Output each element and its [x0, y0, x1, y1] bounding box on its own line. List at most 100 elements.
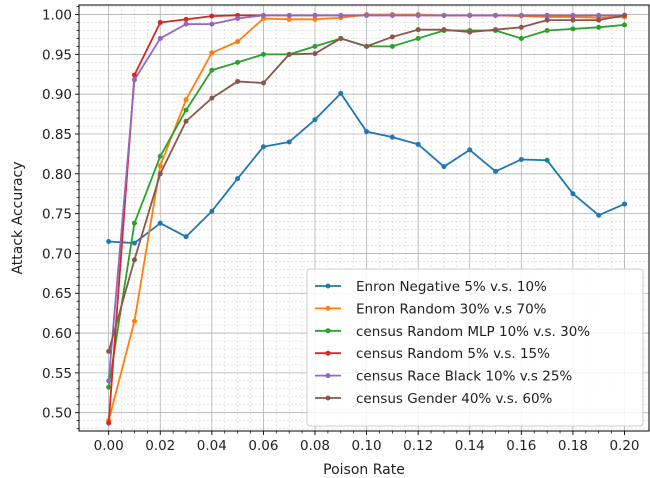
legend-label: census Race Black 10% v.s 25%	[356, 369, 572, 385]
data-point	[157, 20, 163, 26]
legend-label: Enron Negative 5% v.s. 10%	[356, 279, 547, 295]
legend-entry: Enron Random 30% v.s 70%	[315, 301, 547, 317]
data-point	[441, 27, 447, 33]
series-1	[106, 90, 627, 246]
data-point	[183, 107, 189, 113]
data-point	[183, 21, 189, 27]
x-tick-label: 0.14	[455, 438, 485, 454]
data-point	[389, 43, 395, 49]
data-point	[364, 129, 370, 135]
data-point	[312, 51, 318, 57]
data-point	[209, 208, 215, 214]
data-point	[596, 17, 602, 23]
y-axis-label: Attack Accuracy	[10, 161, 26, 274]
x-tick-label: 0.08	[300, 438, 330, 454]
y-tick-label: 0.65	[42, 286, 72, 302]
y-tick-label: 0.75	[42, 207, 72, 223]
data-point	[596, 24, 602, 30]
data-point	[106, 420, 112, 426]
data-point	[131, 240, 137, 246]
plot-area-frame	[78, 4, 650, 432]
data-point	[106, 384, 112, 390]
legend-swatch-marker	[325, 350, 331, 356]
data-point	[364, 43, 370, 49]
y-tick-label: 0.80	[42, 167, 72, 183]
legend-entry: census Race Black 10% v.s 25%	[315, 369, 572, 385]
data-point	[544, 12, 550, 18]
legend-swatch-marker	[325, 395, 331, 401]
data-point	[493, 27, 499, 33]
data-point	[157, 153, 163, 159]
data-point	[467, 12, 473, 18]
data-point	[621, 12, 627, 18]
data-point	[544, 17, 550, 23]
data-point	[286, 51, 292, 57]
data-point	[312, 12, 318, 18]
data-point	[235, 78, 241, 84]
data-point	[235, 39, 241, 45]
legend: Enron Negative 5% v.s. 10% Enron Random 3…	[306, 268, 644, 427]
data-point	[415, 27, 421, 33]
data-point	[106, 378, 112, 384]
data-point	[157, 220, 163, 226]
data-point	[209, 21, 215, 27]
data-point	[544, 157, 550, 163]
data-point	[106, 238, 112, 244]
x-tick-label: 0.16	[506, 438, 536, 454]
legend-label: census Random 5% v.s. 15%	[356, 346, 550, 362]
data-point	[389, 12, 395, 18]
legend-swatch-marker	[325, 283, 331, 289]
data-point	[518, 35, 524, 41]
data-point	[415, 12, 421, 18]
data-point	[570, 12, 576, 18]
data-point	[260, 12, 266, 18]
data-point	[493, 168, 499, 174]
legend-label: census Gender 40% v.s. 60%	[356, 391, 553, 407]
data-point	[312, 43, 318, 49]
data-point	[570, 191, 576, 197]
data-point	[286, 16, 292, 22]
x-axis: 0.00 0.02 0.04 0.06 0.08 0.10 0.12 0.14 0.16 0.18…	[94, 431, 640, 454]
data-point	[570, 26, 576, 32]
data-point	[364, 12, 370, 18]
data-point	[260, 51, 266, 57]
data-point	[467, 147, 473, 153]
data-point	[389, 134, 395, 140]
data-point	[209, 95, 215, 101]
data-point	[415, 141, 421, 147]
data-point	[209, 13, 215, 19]
y-tick-label: 0.55	[42, 366, 72, 382]
x-tick-label: 0.20	[609, 438, 639, 454]
data-point	[183, 16, 189, 22]
legend-swatch-marker	[325, 305, 331, 311]
x-tick-label: 0.04	[197, 438, 227, 454]
data-point	[312, 16, 318, 22]
data-point	[235, 59, 241, 65]
data-point	[312, 117, 318, 123]
x-tick-label: 0.06	[248, 438, 278, 454]
data-point	[441, 12, 447, 18]
data-point	[131, 220, 137, 226]
y-axis: 0.50 0.55 0.60 0.65 0.70 0.75 0.80 0.85 0.90 0.95…	[42, 6, 79, 429]
legend-box	[306, 268, 644, 427]
x-tick-label: 0.12	[403, 438, 433, 454]
data-point	[209, 50, 215, 56]
x-tick-label: 0.00	[94, 438, 124, 454]
series-5	[106, 12, 627, 384]
data-point	[260, 80, 266, 86]
data-point	[518, 24, 524, 30]
data-point	[621, 22, 627, 28]
data-point	[131, 257, 137, 263]
data-point	[338, 12, 344, 18]
legend-label: Enron Random 30% v.s 70%	[356, 301, 547, 317]
legend-entry: census Random MLP 10% v.s. 30%	[315, 324, 590, 340]
legend-entry: census Gender 40% v.s. 60%	[315, 391, 553, 407]
series-6	[106, 12, 627, 354]
y-tick-label: 0.60	[42, 326, 72, 342]
data-point	[183, 234, 189, 240]
data-point	[286, 139, 292, 145]
data-point	[338, 90, 344, 96]
data-point	[518, 12, 524, 18]
y-tick-label: 0.90	[42, 87, 72, 103]
